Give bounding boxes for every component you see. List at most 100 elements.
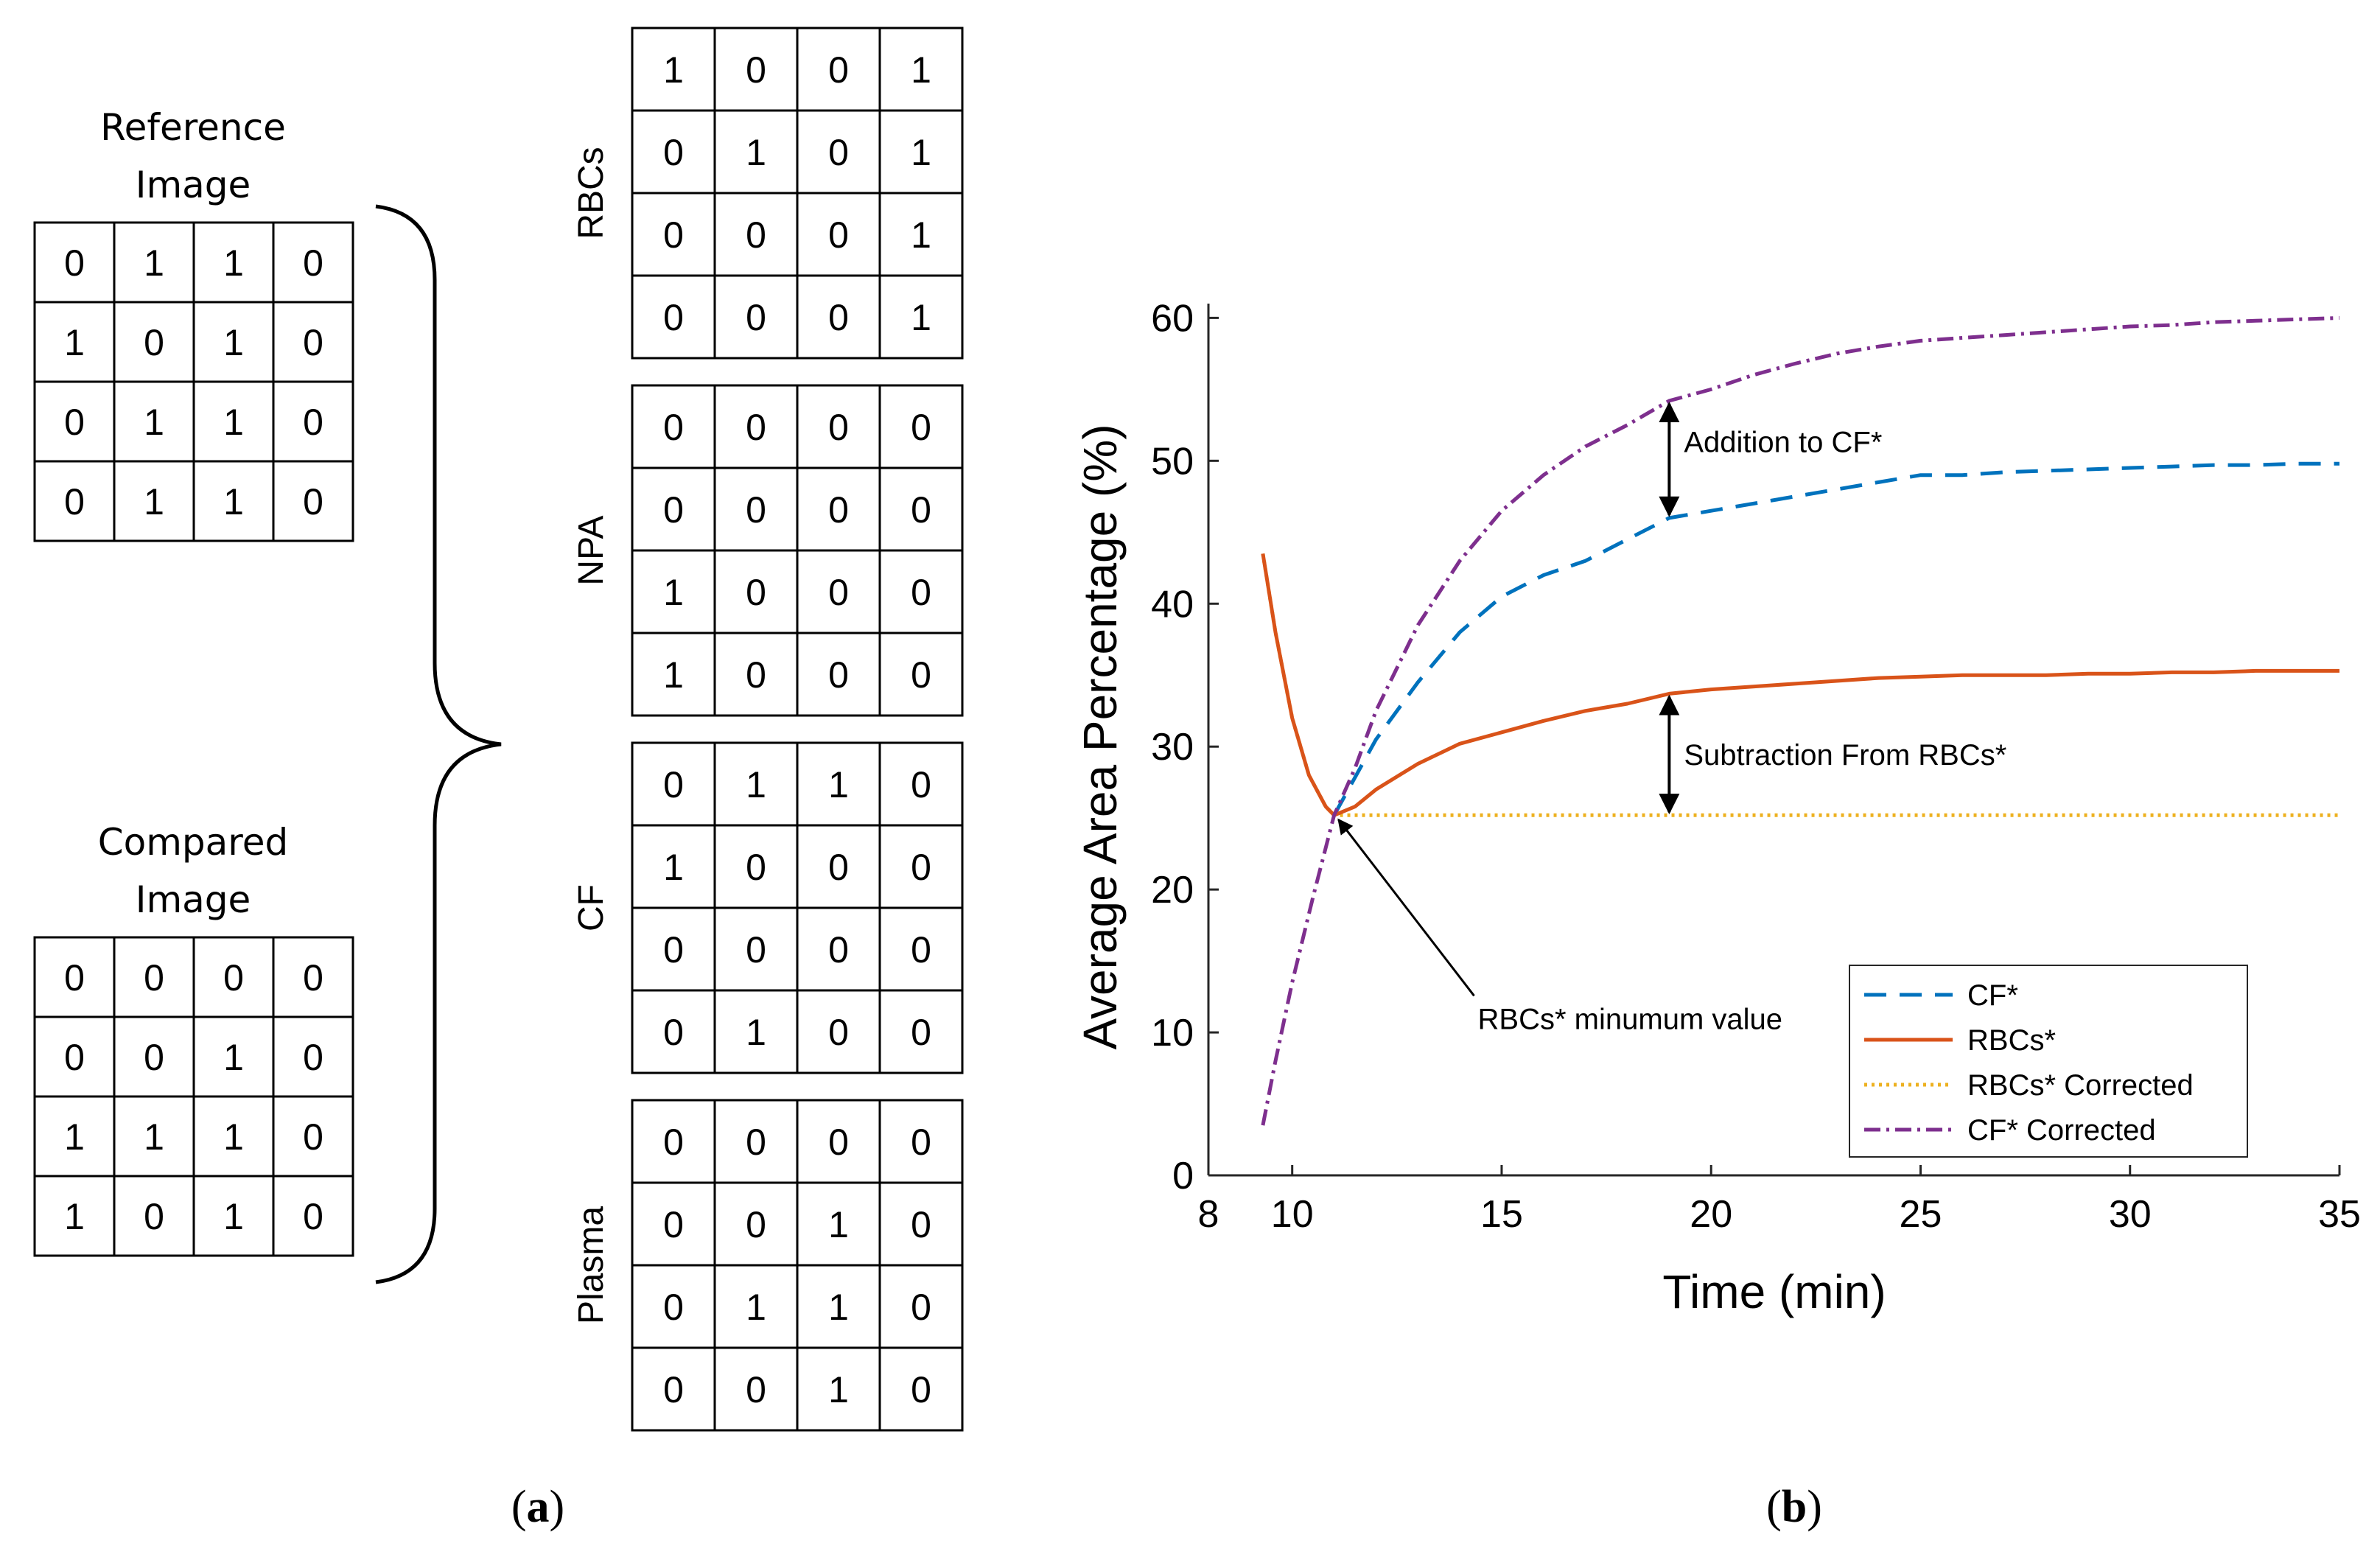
- cell-value: 0: [828, 847, 849, 888]
- cell-value: 0: [828, 1122, 849, 1163]
- cell-value: 0: [911, 1287, 931, 1328]
- y-tick-label: 0: [1172, 1155, 1194, 1197]
- compared-image-subtitle: Image: [136, 878, 251, 921]
- compared-grid: 0 0 0 0 0 0 1 0 1 1 1 0 1 0 1 0: [33, 936, 354, 1257]
- cell-value: 0: [223, 957, 244, 998]
- x-axis-label: Time (min): [1662, 1265, 1886, 1318]
- cell-value: 0: [144, 1037, 164, 1078]
- cell-value: 0: [663, 1122, 684, 1163]
- cell-value: 1: [746, 1287, 766, 1328]
- cell-value: 0: [746, 489, 766, 531]
- cell-value: 0: [828, 572, 849, 613]
- legend: CF* RBCs* RBCs* Corrected CF* Corrected: [1849, 965, 2248, 1158]
- cell-value: 0: [663, 214, 684, 256]
- cell-value: 1: [911, 132, 931, 173]
- cell-value: 0: [64, 242, 85, 284]
- cell-value: 0: [828, 407, 849, 448]
- rbcs-grid: 1 0 0 1 0 1 0 1 0 0 0 1 0 0 0 1: [631, 27, 964, 360]
- result-grids: 1 0 0 1 0 1 0 1 0 0 0 1 0 0 0 1 RBCs 0 0 0 0 0 0 0 0 1 0 0 0 1 0 0 0 NPA 0…: [572, 27, 964, 1432]
- cell-value: 0: [828, 1012, 849, 1053]
- cell-value: 0: [746, 654, 766, 696]
- cell-value: 1: [746, 1012, 766, 1053]
- cell-value: 0: [911, 764, 931, 805]
- chart-axes: [1207, 304, 2339, 1177]
- panel-a: Reference Image 0 1 1 0 1 0 1 0 0 1 1 0 0 1 1 0 Compare…: [33, 27, 964, 1532]
- cell-value: 0: [911, 847, 931, 888]
- y-tick-label: 10: [1151, 1012, 1194, 1054]
- cell-value: 0: [911, 489, 931, 531]
- cell-value: 1: [144, 481, 164, 522]
- panel-a-caption: (a): [511, 1482, 564, 1532]
- cf-series-line: [1332, 461, 2339, 816]
- legend-label-cf-corrected: CF* Corrected: [1967, 1114, 2156, 1147]
- x-tick-label: 15: [1480, 1193, 1523, 1236]
- cell-value: 1: [64, 322, 85, 363]
- cell-value: 1: [828, 1369, 849, 1410]
- cell-value: 0: [746, 847, 766, 888]
- cf-label: CF: [572, 884, 611, 931]
- legend-label-rbcs: RBCs*: [1967, 1024, 2056, 1057]
- y-tick-label: 20: [1151, 869, 1194, 912]
- cell-value: 0: [64, 402, 85, 443]
- cell-value: 0: [746, 1204, 766, 1245]
- cell-value: 0: [746, 407, 766, 448]
- cell-value: 1: [223, 322, 244, 363]
- cell-value: 0: [64, 481, 85, 522]
- cell-value: 0: [144, 322, 164, 363]
- cell-value: 0: [828, 297, 849, 338]
- grid-cell: [878, 1346, 964, 1432]
- cell-value: 0: [911, 654, 931, 696]
- y-tick-label: 30: [1151, 726, 1194, 769]
- npa-grid: 0 0 0 0 0 0 0 0 1 0 0 0 1 0 0 0: [631, 384, 964, 717]
- cell-value: 1: [911, 214, 931, 256]
- x-tick-label: 8: [1198, 1193, 1219, 1236]
- addition-annotation-text: Addition to CF*: [1684, 426, 1882, 458]
- cell-value: 0: [64, 1037, 85, 1078]
- cell-value: 0: [64, 957, 85, 998]
- legend-label-cf: CF*: [1967, 979, 2018, 1012]
- cell-value: 1: [746, 764, 766, 805]
- cell-value: 1: [223, 1196, 244, 1237]
- cell-value: 0: [303, 322, 323, 363]
- x-tick-label: 35: [2318, 1193, 2361, 1236]
- reference-image-subtitle: Image: [136, 164, 251, 206]
- plasma-label: Plasma: [572, 1206, 611, 1324]
- y-axis-label: Average Area Percentage (%): [1074, 424, 1127, 1049]
- reference-image-grid: 0 1 1 0 1 0 1 0 0 1 1 0 0 1 1 0: [33, 221, 354, 542]
- cell-value: 0: [911, 1369, 931, 1410]
- cell-value: 0: [828, 132, 849, 173]
- cell-value: 0: [303, 1116, 323, 1158]
- x-tick-label: 30: [2109, 1193, 2152, 1236]
- cell-value: 0: [303, 1196, 323, 1237]
- cell-value: 0: [663, 1287, 684, 1328]
- y-tick-label: 50: [1151, 440, 1194, 483]
- minimum-arrow: [1337, 818, 1475, 997]
- compared-image-grid: 0 0 0 0 0 0 1 0 1 1 1 0 1 0 1 0: [33, 936, 354, 1257]
- cell-value: 0: [746, 929, 766, 970]
- cell-value: 0: [663, 1204, 684, 1245]
- cell-value: 0: [663, 407, 684, 448]
- grid-cell: [272, 1175, 354, 1257]
- panel-b-chart: 8 10 15 20 25 30 35 0 10 20 30 40 50 60 Time (min) A…: [1074, 297, 2361, 1532]
- cell-value: 0: [303, 481, 323, 522]
- legend-box: [1849, 965, 2248, 1158]
- curly-brace: [375, 204, 502, 1284]
- series-lines: [1261, 315, 2340, 1126]
- cell-value: 1: [746, 132, 766, 173]
- cell-value: 0: [828, 654, 849, 696]
- reference-grid: 0 1 1 0 1 0 1 0 0 1 1 0 0 1 1 0: [33, 221, 354, 542]
- x-ticks: 8 10 15 20 25 30 35: [1198, 1165, 2361, 1236]
- cell-value: 1: [663, 572, 684, 613]
- annotations: Addition to CF* Subtraction From RBCs* R…: [1337, 402, 2006, 1035]
- cell-value: 1: [223, 402, 244, 443]
- cell-value: 0: [911, 407, 931, 448]
- cell-value: 1: [828, 764, 849, 805]
- cell-value: 0: [663, 764, 684, 805]
- cell-value: 0: [663, 297, 684, 338]
- cell-value: 1: [223, 1037, 244, 1078]
- y-ticks: 0 10 20 30 40 50 60: [1151, 297, 1219, 1197]
- cell-value: 0: [144, 1196, 164, 1237]
- x-tick-label: 10: [1271, 1193, 1314, 1236]
- plasma-grid: 0 0 0 0 0 0 1 0 0 1 1 0 0 0 1 0: [631, 1099, 964, 1432]
- minimum-annotation-text: RBCs* minumum value: [1478, 1003, 1782, 1035]
